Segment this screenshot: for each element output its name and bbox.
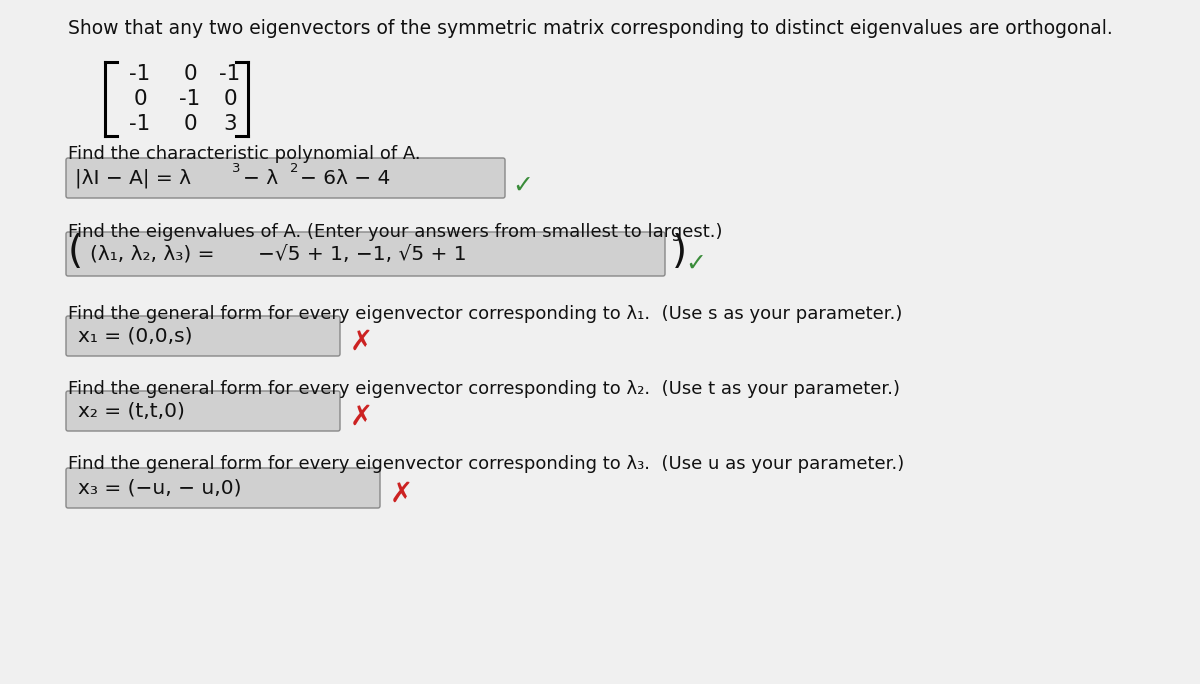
Text: ✗: ✗ — [390, 480, 413, 508]
Text: − λ: − λ — [242, 168, 278, 187]
Text: 0: 0 — [133, 89, 146, 109]
FancyBboxPatch shape — [66, 232, 665, 276]
FancyBboxPatch shape — [66, 391, 340, 431]
FancyBboxPatch shape — [66, 158, 505, 198]
Text: ✗: ✗ — [350, 403, 373, 431]
Text: x₁ = (0,0,s): x₁ = (0,0,s) — [78, 326, 192, 345]
Text: (: ( — [68, 233, 83, 271]
Text: 2: 2 — [290, 163, 299, 176]
Text: ): ) — [672, 233, 688, 271]
Text: ✓: ✓ — [512, 174, 533, 198]
Text: Find the characteristic polynomial of A.: Find the characteristic polynomial of A. — [68, 145, 421, 163]
Text: 3: 3 — [232, 163, 240, 176]
Text: Show that any two eigenvectors of the symmetric matrix corresponding to distinct: Show that any two eigenvectors of the sy… — [68, 19, 1112, 38]
FancyBboxPatch shape — [66, 468, 380, 508]
Text: ✗: ✗ — [350, 328, 373, 356]
Text: Find the general form for every eigenvector corresponding to λ₂.  (Use t as your: Find the general form for every eigenvec… — [68, 380, 900, 398]
FancyBboxPatch shape — [66, 316, 340, 356]
Text: − 6λ − 4: − 6λ − 4 — [300, 168, 390, 187]
Text: 0: 0 — [223, 89, 236, 109]
Text: Find the general form for every eigenvector corresponding to λ₁.  (Use s as your: Find the general form for every eigenvec… — [68, 305, 902, 323]
Text: x₂ = (t,t,0): x₂ = (t,t,0) — [78, 402, 185, 421]
Text: -1: -1 — [130, 114, 151, 134]
Text: -1: -1 — [179, 89, 200, 109]
Text: 0: 0 — [184, 64, 197, 84]
Text: −√5 + 1, −1, √5 + 1: −√5 + 1, −1, √5 + 1 — [258, 244, 467, 263]
Text: x₃ = (−u, − u,0): x₃ = (−u, − u,0) — [78, 479, 241, 497]
Text: -1: -1 — [220, 64, 241, 84]
Text: Find the eigenvalues of A. (Enter your answers from smallest to largest.): Find the eigenvalues of A. (Enter your a… — [68, 223, 722, 241]
Text: ✓: ✓ — [685, 252, 706, 276]
Text: 0: 0 — [184, 114, 197, 134]
Text: (λ₁, λ₂, λ₃) =: (λ₁, λ₂, λ₃) = — [90, 244, 221, 263]
Text: |λI − A| = λ: |λI − A| = λ — [74, 168, 191, 187]
Text: Find the general form for every eigenvector corresponding to λ₃.  (Use u as your: Find the general form for every eigenvec… — [68, 455, 905, 473]
Text: 3: 3 — [223, 114, 236, 134]
Text: -1: -1 — [130, 64, 151, 84]
